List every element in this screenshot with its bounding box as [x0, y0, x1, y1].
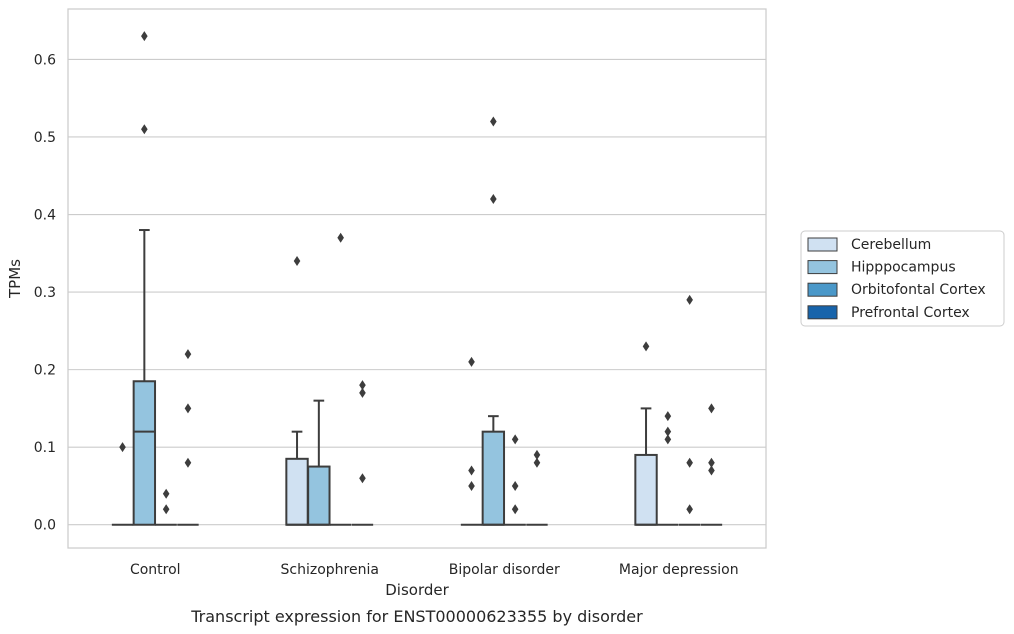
x-tick-label: Schizophrenia [281, 562, 379, 578]
x-tick-labels: Control Schizophrenia Bipolar disorder Majo… [130, 562, 739, 578]
box-group [307, 399, 331, 526]
x-axis-label: Disorder [385, 581, 449, 599]
outlier-point [119, 442, 126, 453]
outlier-point [359, 387, 366, 398]
legend-swatch [807, 282, 838, 297]
y-tick-label: 0.0 [34, 518, 56, 534]
outlier-point [293, 256, 301, 267]
outlier-point [664, 411, 672, 422]
box-group [504, 434, 526, 526]
outlier-point [184, 403, 192, 414]
outlier-point [162, 504, 170, 515]
y-tick-label: 0.4 [34, 208, 56, 224]
box [132, 380, 157, 526]
box-group [132, 31, 157, 526]
box-group [351, 380, 374, 526]
legend-label: Cerebellum [851, 237, 931, 253]
outlier-point [184, 457, 192, 468]
legend: Cerebellum Hipppocampus Orbitofontal Corte… [800, 230, 1005, 327]
outlier-point [664, 426, 672, 437]
y-tick-label: 0.1 [34, 440, 56, 456]
figure-caption: Transcript expression for ENST0000062335… [190, 607, 643, 626]
box-group [657, 411, 679, 526]
outlier-point [141, 124, 148, 135]
outlier-point [533, 449, 541, 460]
box-group [634, 341, 658, 526]
boxes [111, 31, 723, 526]
outlier-point [708, 403, 715, 414]
y-axis-label: TPMs [6, 259, 24, 299]
box-group [329, 232, 352, 526]
outlier-point [511, 480, 519, 491]
outlier-point [468, 465, 475, 476]
outlier-point [511, 434, 519, 445]
outlier-point [686, 504, 693, 515]
outlier-point [664, 434, 672, 445]
outlier-point [359, 473, 366, 484]
outlier-point [490, 116, 497, 127]
outlier-point [359, 380, 366, 391]
legend-swatch [807, 260, 838, 275]
plot-frame [67, 8, 767, 549]
y-tick-label: 0.2 [34, 363, 56, 379]
x-tick-label: Bipolar disorder [449, 562, 560, 578]
box-group [285, 256, 309, 526]
outlier-point [490, 194, 497, 205]
y-tick-label: 0.5 [34, 130, 56, 146]
box [481, 430, 506, 526]
outlier-point [642, 341, 650, 352]
outlier-point [708, 457, 715, 468]
box-group [481, 116, 506, 526]
outlier-point [162, 488, 170, 499]
box-group [155, 488, 177, 526]
outlier-point [708, 465, 715, 476]
box [307, 465, 331, 526]
x-tick-label: Control [130, 562, 181, 578]
legend-label: Orbitofontal Cortex [851, 282, 986, 298]
legend-swatch [807, 237, 838, 252]
x-tick-label: Major depression [619, 562, 739, 578]
legend-label: Prefrontal Cortex [851, 305, 970, 321]
outlier-point [511, 504, 519, 515]
legend-label: Hipppocampus [851, 260, 956, 276]
box [285, 457, 309, 526]
legend-frame [800, 230, 1005, 327]
outlier-point [533, 457, 541, 468]
box-group [700, 403, 723, 526]
y-tick-label: 0.3 [34, 285, 56, 301]
outlier-point [468, 480, 475, 491]
outlier-point [686, 294, 693, 305]
outlier-point [184, 349, 192, 360]
box-group [177, 349, 199, 526]
y-tick-label: 0.6 [34, 52, 56, 68]
box-group [678, 294, 701, 526]
outlier-point [141, 31, 148, 42]
outlier-point [468, 356, 475, 367]
box [634, 453, 658, 526]
box-group [460, 356, 483, 526]
box-group [526, 449, 548, 526]
box-group [111, 442, 134, 526]
legend-swatch [807, 305, 838, 320]
outlier-point [337, 232, 344, 243]
outlier-point [686, 457, 693, 468]
y-tick-labels: 0.0 0.1 0.2 0.3 0.4 0.5 0.6 [34, 52, 56, 533]
gridlines [68, 58, 766, 526]
